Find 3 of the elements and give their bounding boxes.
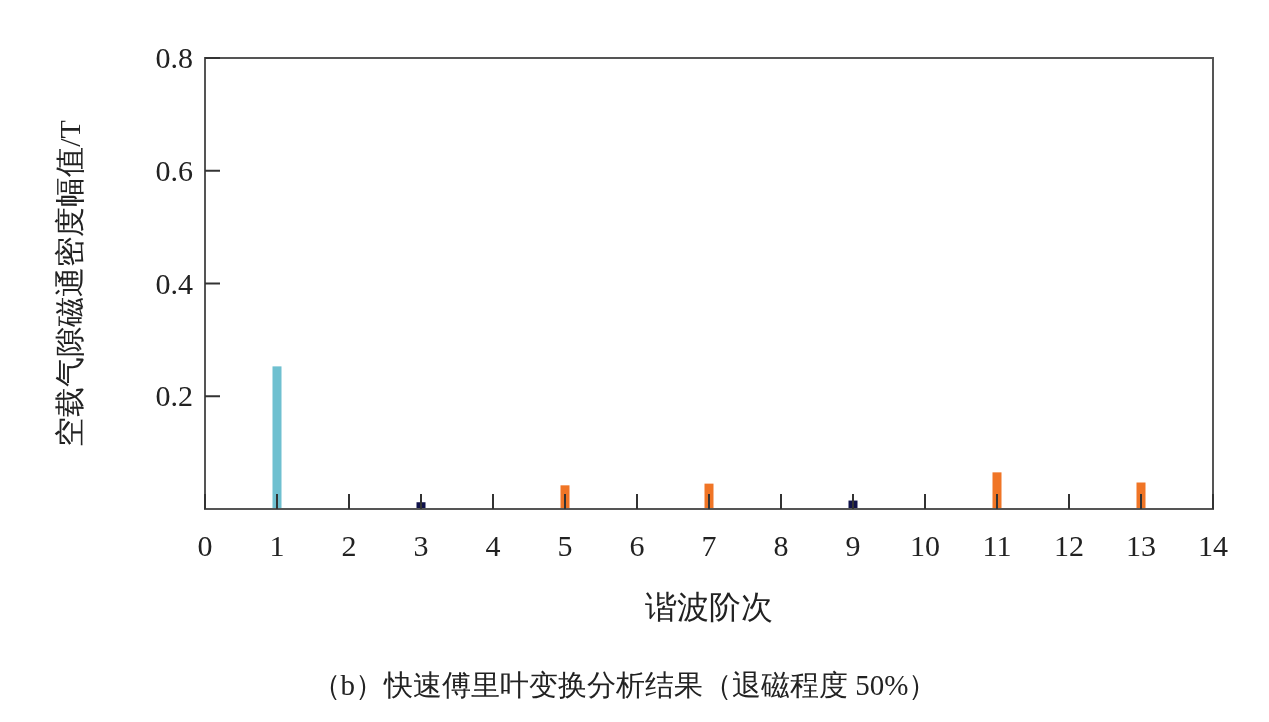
xlabel: 谐波阶次 — [645, 589, 773, 625]
ylabel: 空载气隙磁通密度幅值/T — [53, 120, 86, 447]
annotation: （b）快速傅里叶变换分析结果（退磁程度 50%） — [311, 669, 938, 701]
